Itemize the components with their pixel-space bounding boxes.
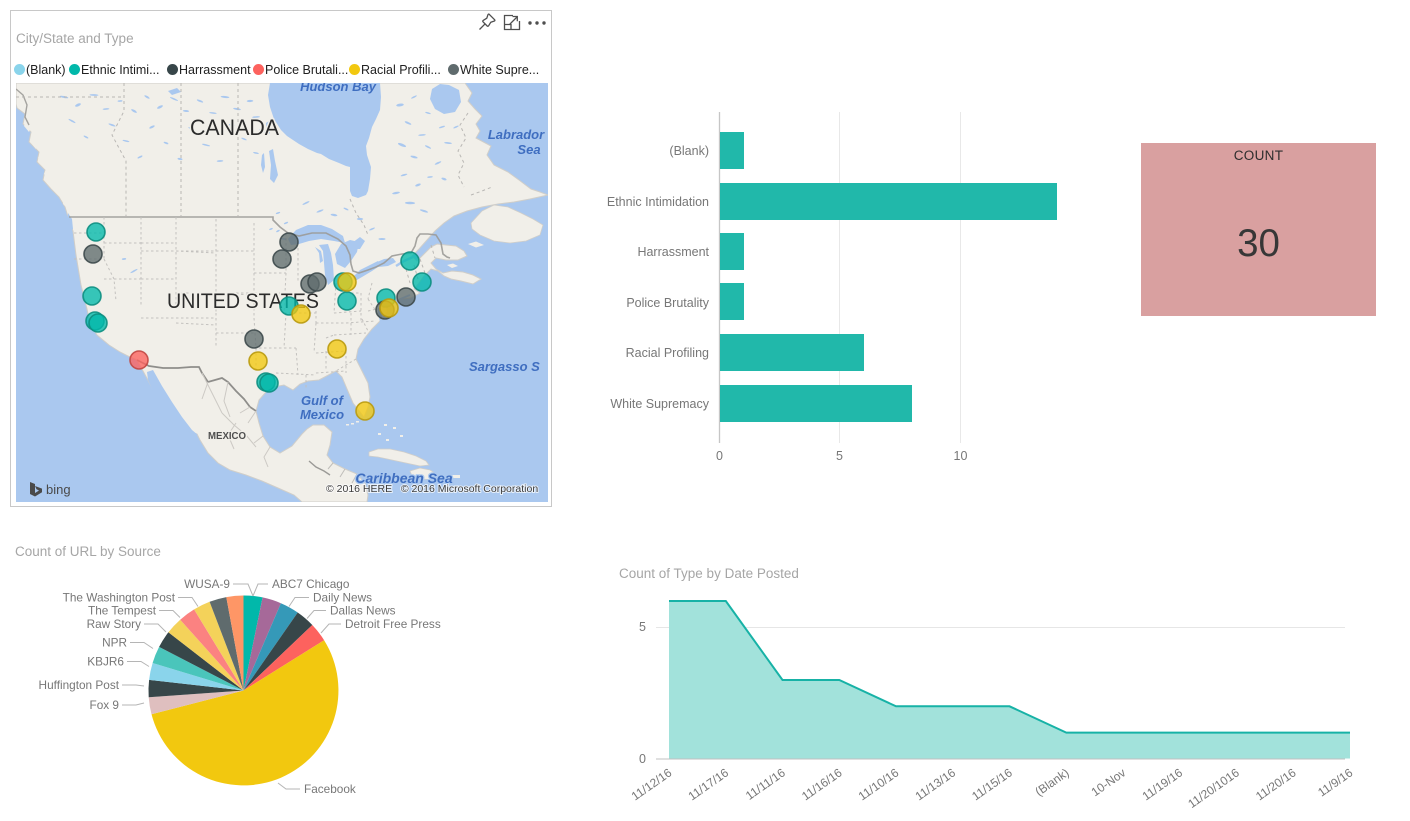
svg-text:11/19/16: 11/19/16 <box>1140 765 1186 803</box>
svg-text:Mexico: Mexico <box>300 407 344 422</box>
svg-text:White Supremacy: White Supremacy <box>610 397 709 411</box>
svg-text:Huffington Post: Huffington Post <box>39 678 120 692</box>
svg-text:Raw Story: Raw Story <box>87 617 142 631</box>
svg-text:CANADA: CANADA <box>190 115 279 140</box>
svg-text:KBJR6: KBJR6 <box>87 655 124 669</box>
svg-text:11/20/1016: 11/20/1016 <box>1185 765 1242 811</box>
svg-text:5: 5 <box>836 449 843 463</box>
svg-text:11/17/16: 11/17/16 <box>686 765 732 803</box>
svg-text:Caribbean Sea: Caribbean Sea <box>355 470 452 486</box>
svg-text:NPR: NPR <box>102 636 127 650</box>
svg-text:Fox 9: Fox 9 <box>89 698 119 712</box>
svg-text:Sea: Sea <box>517 142 540 157</box>
svg-text:11/10/16: 11/10/16 <box>856 765 902 803</box>
svg-text:(Blank): (Blank) <box>1032 766 1071 799</box>
svg-text:The Tempest: The Tempest <box>88 604 157 618</box>
svg-text:Facebook: Facebook <box>304 782 356 796</box>
svg-text:© 2016 HERE © 2016 Microsoft: © 2016 HERE © 2016 Microsoft Corporation <box>326 483 538 495</box>
svg-text:Gulf of: Gulf of <box>301 393 345 408</box>
svg-text:The Washington Post: The Washington Post <box>63 591 176 605</box>
svg-text:11/15/16: 11/15/16 <box>969 765 1015 803</box>
svg-text:Sargasso S: Sargasso S <box>469 359 540 374</box>
svg-text:Ethnic Intimidation: Ethnic Intimidation <box>607 195 709 209</box>
svg-text:10-Nov: 10-Nov <box>1089 766 1129 800</box>
svg-text:Detroit Free Press: Detroit Free Press <box>345 617 441 631</box>
svg-text:ABC7 Chicago: ABC7 Chicago <box>272 577 350 591</box>
svg-text:11/13/16: 11/13/16 <box>913 765 959 803</box>
svg-text:WUSA-9: WUSA-9 <box>184 577 230 591</box>
svg-text:11/16/16: 11/16/16 <box>799 765 845 803</box>
svg-text:0: 0 <box>716 449 723 463</box>
svg-text:11/20/16: 11/20/16 <box>1253 765 1299 803</box>
svg-text:10: 10 <box>954 449 968 463</box>
svg-text:11/9/16: 11/9/16 <box>1315 765 1355 799</box>
svg-text:Police Brutality: Police Brutality <box>626 296 709 310</box>
svg-text:Daily News: Daily News <box>313 591 372 605</box>
svg-text:Harrassment: Harrassment <box>637 245 709 259</box>
svg-text:Hudson Bay: Hudson Bay <box>300 83 377 94</box>
svg-text:Racial Profiling: Racial Profiling <box>626 346 709 360</box>
svg-text:MEXICO: MEXICO <box>208 431 246 442</box>
svg-text:bing: bing <box>46 482 71 497</box>
svg-text:0: 0 <box>639 752 646 766</box>
svg-text:11/11/16: 11/11/16 <box>743 765 788 802</box>
svg-text:5: 5 <box>639 620 646 634</box>
svg-text:11/12/16: 11/12/16 <box>629 765 675 803</box>
svg-text:Labrador: Labrador <box>488 127 545 142</box>
svg-text:Dallas News: Dallas News <box>330 604 396 618</box>
svg-text:(Blank): (Blank) <box>669 144 709 158</box>
